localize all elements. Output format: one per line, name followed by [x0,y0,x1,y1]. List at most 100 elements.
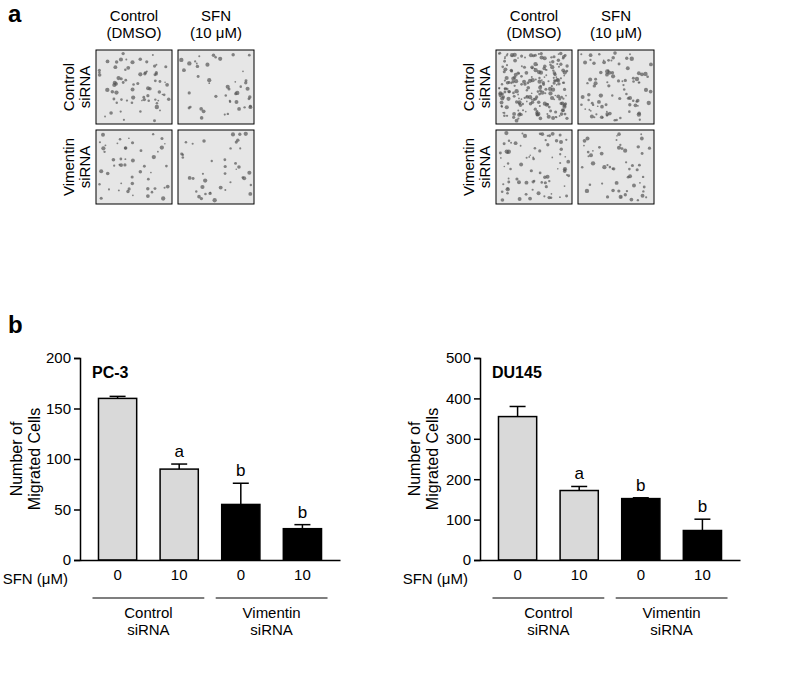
cell-speckle [507,181,510,184]
cell-speckle [143,165,146,168]
cell-speckle [558,97,561,100]
cell-speckle [555,116,557,118]
cell-speckle [594,78,597,81]
cell-speckle [565,95,567,97]
cell-speckle [513,95,516,98]
y-tick-label: 200 [46,349,71,366]
cell-speckle [628,168,631,171]
cell-speckle [589,183,592,186]
plot-area [98,396,321,560]
cell-speckle [557,82,560,85]
cell-speckle [103,151,105,153]
cell-speckle [99,141,101,143]
cell-speckle [204,193,207,196]
cell-speckle [545,74,547,76]
cell-speckle [634,103,638,107]
cell-speckle [237,107,241,111]
cell-speckle [610,60,612,62]
cell-speckle [503,60,506,63]
cell-speckle [185,141,188,144]
cell-speckle [120,110,122,112]
cell-speckle [503,115,506,118]
y-tick-mark [74,358,80,360]
cell-speckle [166,185,170,189]
x-tick-label: 0 [637,566,645,583]
cell-speckle [248,95,251,98]
cell-speckle [113,65,117,69]
cell-speckle [559,140,563,144]
cell-speckle [589,59,591,61]
cell-speckle [119,138,122,141]
row-label: siRNA [76,146,93,189]
cell-speckle [242,71,244,73]
cell-speckle [525,111,527,113]
cell-speckle [563,170,566,173]
bar [160,469,198,560]
cell-speckle [506,115,508,117]
cell-speckle [504,56,506,58]
cell-speckle [552,69,554,71]
cell-speckle [126,99,128,101]
cell-speckle [587,151,590,154]
cell-speckle [620,196,622,198]
cell-speckle [531,67,533,69]
cell-speckle [507,162,509,164]
cell-speckle [564,54,567,57]
cell-speckle [561,102,565,106]
group-label: Control [124,604,172,621]
cell-speckle [520,145,522,147]
cell-speckle [588,109,590,111]
error-bar [702,519,704,530]
cell-speckle [605,103,608,106]
cell-speckle [611,56,615,60]
cell-speckle [235,140,238,143]
cell-speckle [531,99,533,101]
column-label: (DMSO) [507,24,562,41]
cell-speckle [132,83,135,86]
micrograph-background [496,130,572,204]
cell-speckle [161,196,165,200]
bar-chart: 0100200300400500010010SFN (μM)Number ofM… [403,349,741,638]
y-tick-mark [474,439,480,441]
cell-speckle [581,95,585,99]
cell-speckle [548,91,552,95]
cell-speckle [146,94,149,97]
error-cap [294,524,310,526]
cell-speckle [537,90,540,93]
cell-speckle [506,64,508,66]
cell-speckle [549,109,552,112]
cell-speckle [118,189,120,191]
cell-speckle [544,76,546,78]
cell-speckle [553,77,555,79]
x-axis-line [481,560,741,562]
cell-speckle [195,190,197,192]
cell-speckle [231,53,234,56]
y-tick-mark [74,560,80,562]
cell-speckle [559,52,562,55]
cell-speckle [98,183,100,185]
cell-speckle [512,92,515,95]
cell-speckle [623,88,626,91]
cell-speckle [539,71,543,75]
cell-speckle [540,55,544,59]
cell-speckle [139,110,141,112]
cell-speckle [562,57,564,59]
cell-speckle [555,116,557,118]
cell-speckle [531,78,535,82]
cell-speckle [188,176,192,180]
cell-speckle [119,163,123,167]
cell-speckle [157,151,159,153]
cell-speckle [545,139,547,141]
group-label: Vimentin [643,604,701,621]
cell-speckle [124,146,128,150]
cell-speckle [553,98,555,100]
cell-speckle [146,194,150,198]
cell-speckle [597,105,599,107]
cell-speckle [606,114,608,116]
cell-speckle [203,178,207,182]
cell-speckle [598,53,600,55]
cell-speckle [224,172,227,175]
cell-speckle [556,78,560,82]
cell-speckle [205,63,209,67]
cell-speckle [630,198,634,202]
